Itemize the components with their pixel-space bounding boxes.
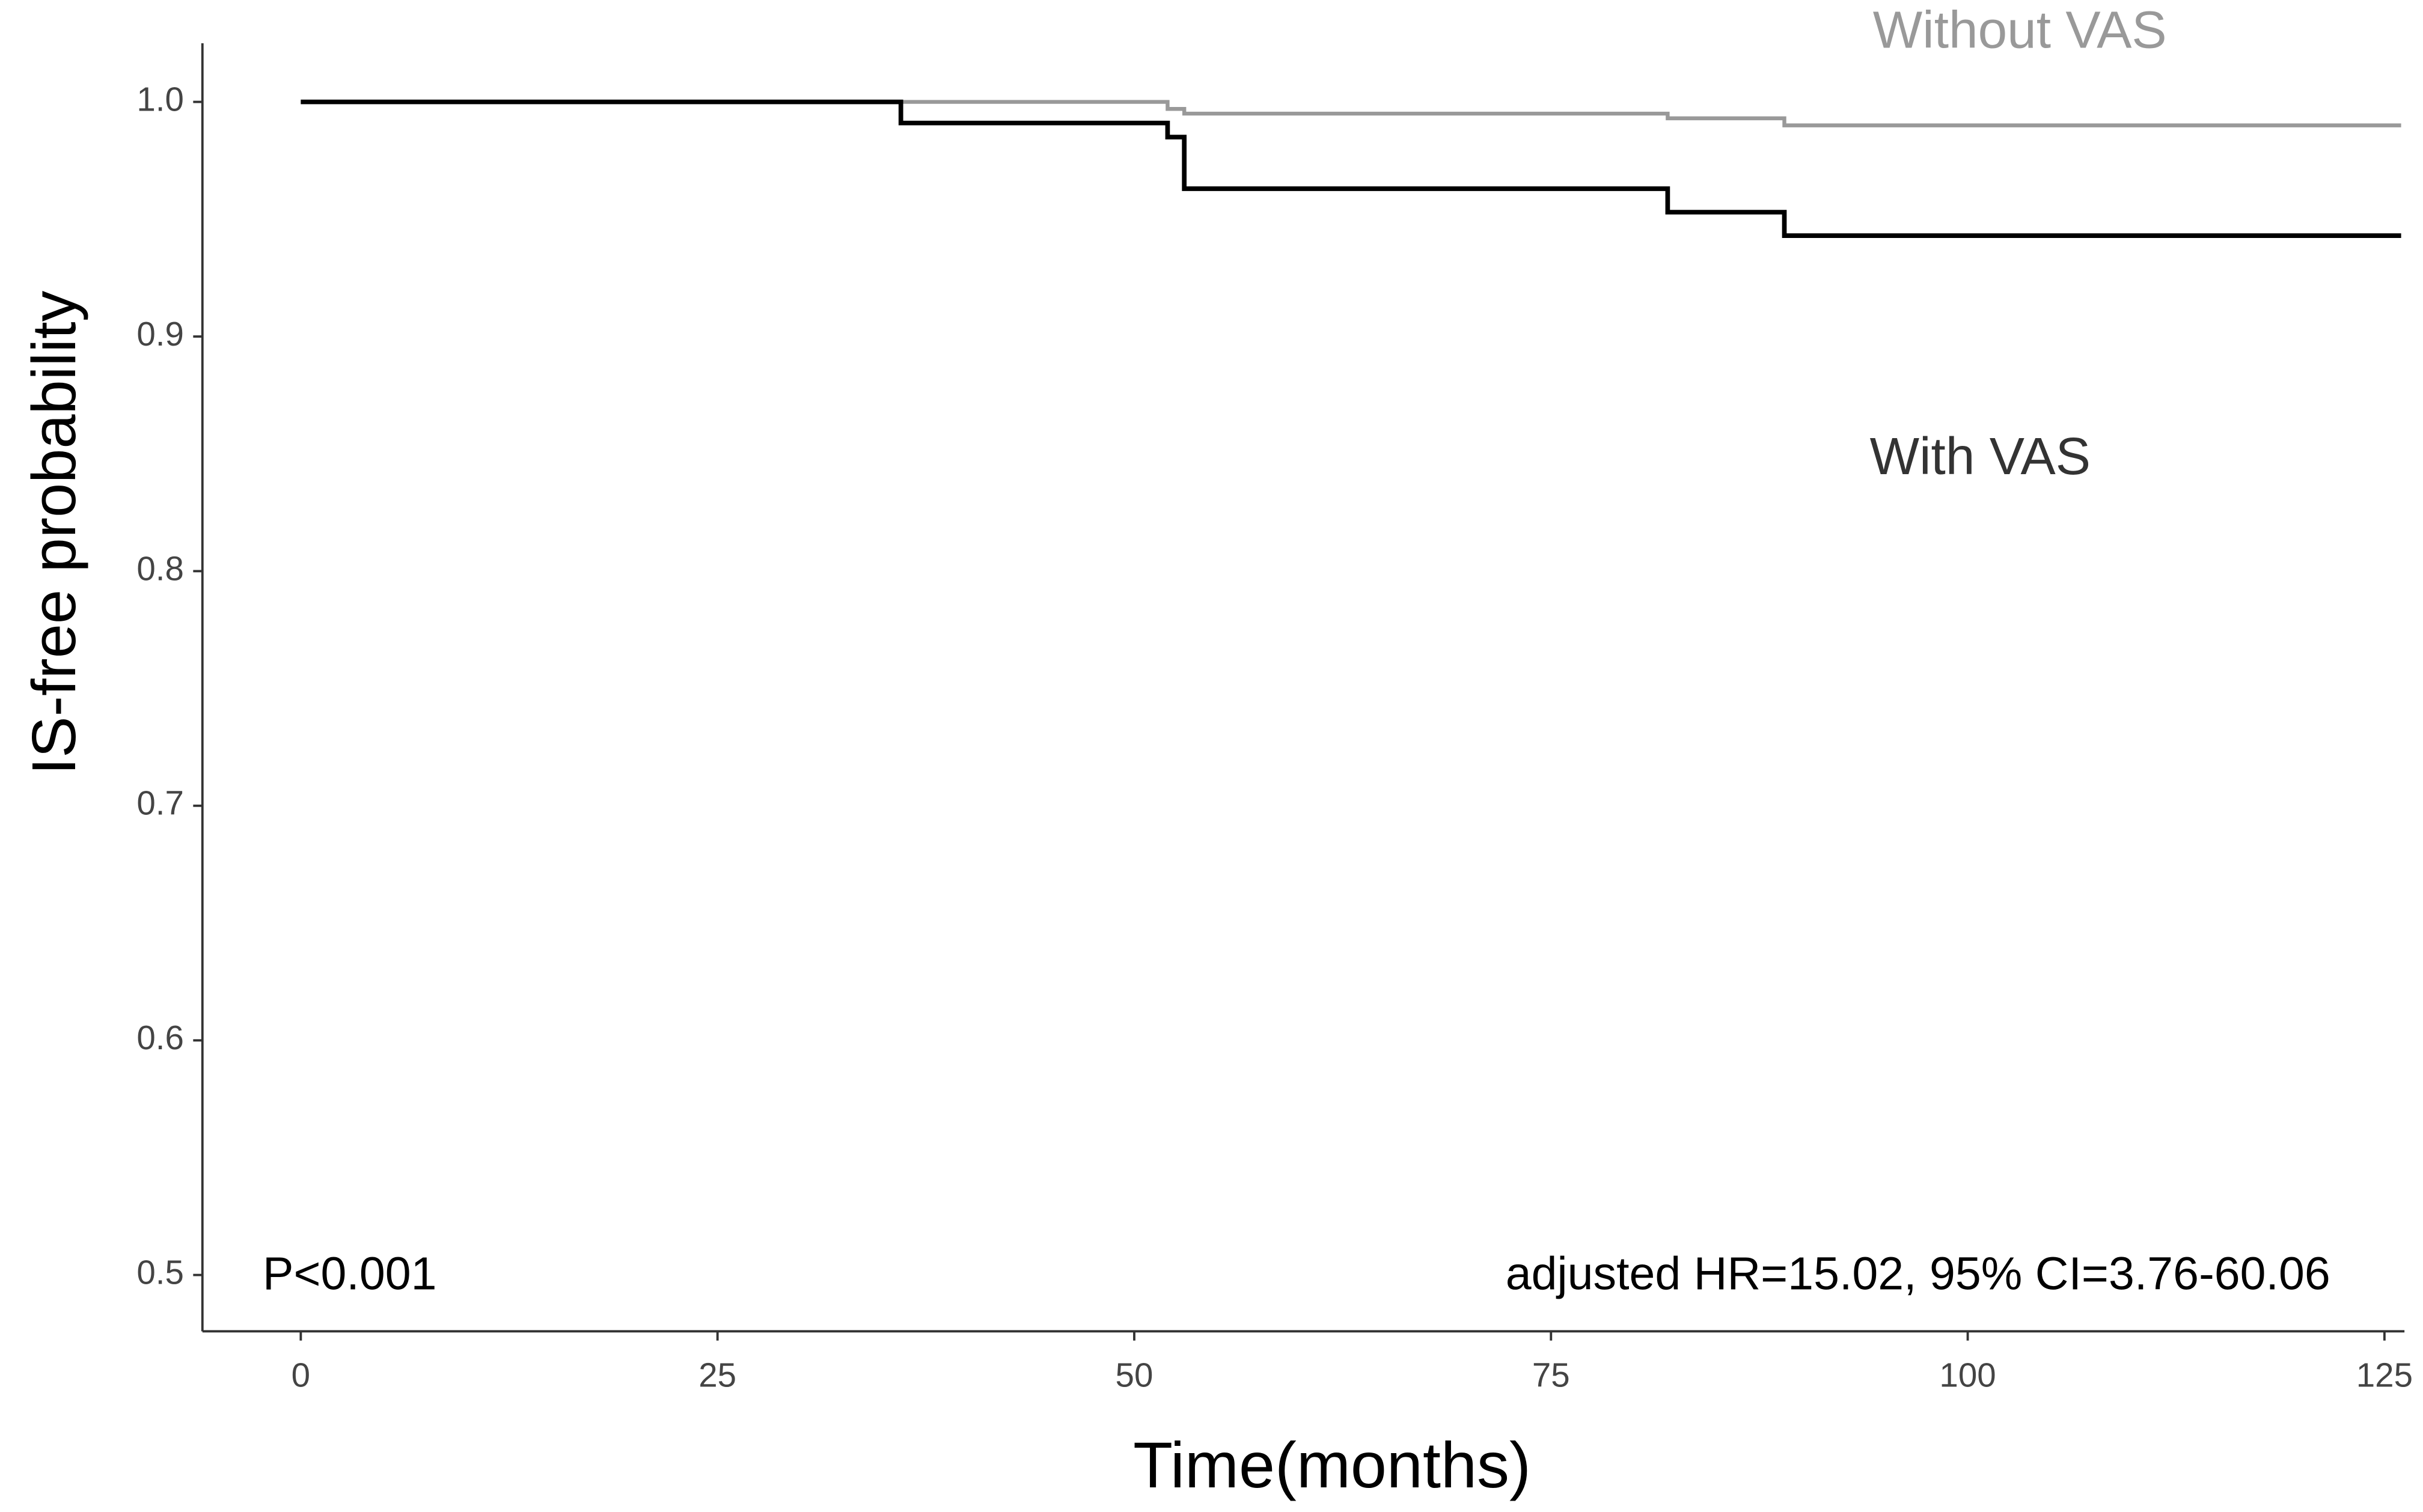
y-tick-label: 0.7: [136, 784, 184, 822]
series-label: With VAS: [1870, 427, 2091, 486]
p-value: P<0.001: [263, 1248, 436, 1300]
y-tick-label: 0.6: [136, 1019, 184, 1056]
y-tick-label: 0.5: [136, 1254, 184, 1291]
x-tick-label: 75: [1532, 1356, 1570, 1394]
y-tick-label: 1.0: [136, 81, 184, 118]
survival-curve: [301, 100, 2401, 127]
x-axis-title: Time(months): [1133, 1428, 1531, 1501]
y-tick-label: 0.9: [136, 315, 184, 353]
x-tick-label: 25: [698, 1356, 736, 1394]
survival-curve: [301, 99, 2401, 238]
series-label: Without VAS: [1873, 1, 2167, 59]
hazard-ratio: adjusted HR=15.02, 95% CI=3.76-60.06: [1506, 1248, 2330, 1300]
y-tick-label: 0.8: [136, 549, 184, 587]
y-axis-title: IS-free probability: [19, 290, 88, 775]
x-tick-label: 0: [292, 1356, 310, 1394]
x-tick-label: 100: [1939, 1356, 1996, 1394]
x-tick-label: 50: [1116, 1356, 1153, 1394]
x-tick-label: 125: [2356, 1356, 2413, 1394]
